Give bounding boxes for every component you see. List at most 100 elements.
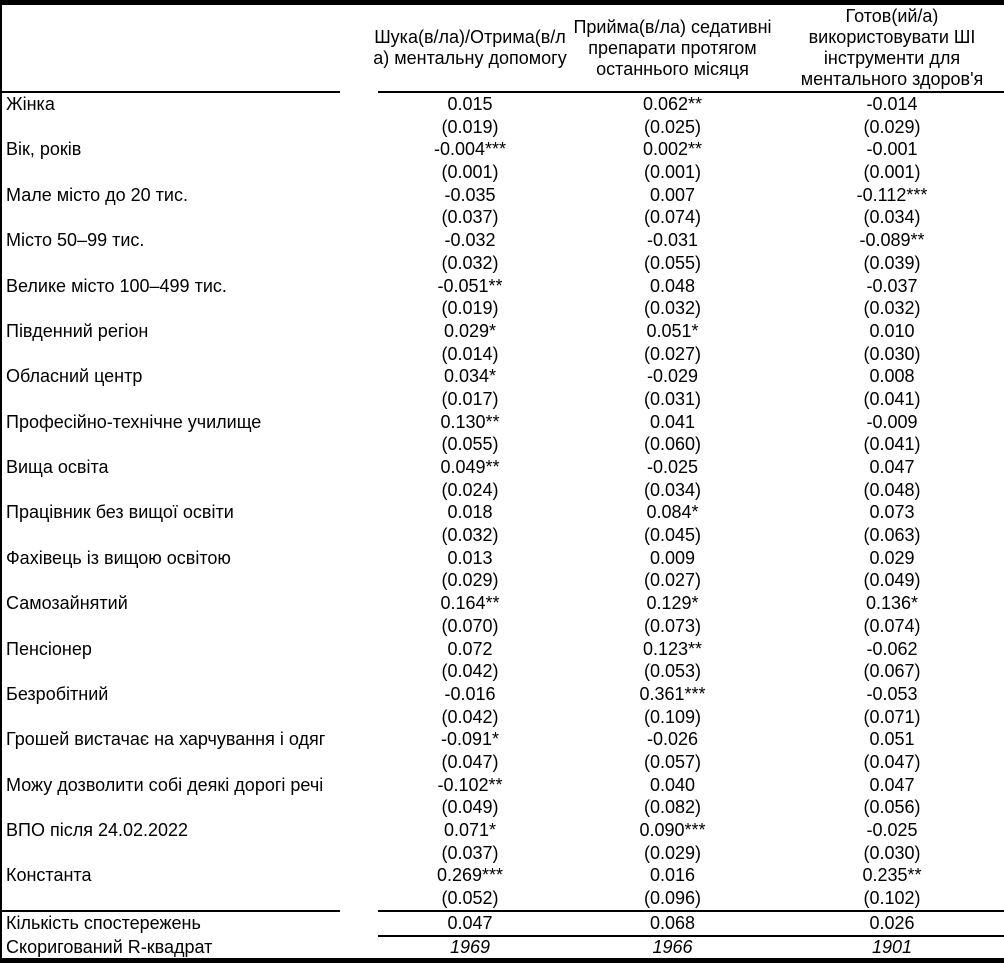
coefficient-value: 0.164** [440,593,500,614]
row-label-spacer [2,706,375,729]
column-header-sedatives: Прийма(в/ла) седативні препарати протяго… [573,16,772,79]
observations-label: Кількість спостережень [6,912,201,933]
coefficient-value: 0.084* [646,502,699,523]
table-row: Професійно-технічне училище 0.130** 0.041 -… [2,411,1004,434]
table-row-se: (0.047) (0.057) (0.047) [2,751,1004,774]
coefficient-value: 0.073 [869,502,915,523]
adjusted-r-squared-value: 1969 [449,936,491,957]
table-body: Жінка 0.015 0.062** -0.014 (0.019) (0.025) (0.… [2,93,1004,910]
table-row-se: (0.014) (0.027) (0.030) [2,343,1004,366]
standard-error: (0.056) [863,797,921,818]
coefficient-value: 0.269*** [436,865,504,886]
coefficient-value: 0.071* [443,820,497,840]
table-row-se: (0.019) (0.032) (0.032) [2,297,1004,320]
row-label: Місто 50–99 тис. [6,230,145,251]
standard-error: (0.041) [863,434,921,455]
standard-error: (0.017) [441,388,499,409]
standard-error: (0.067) [863,661,921,682]
row-label-spacer [2,206,375,229]
coefficient-value: 0.018 [447,502,493,523]
coefficient-value: -0.026 [646,729,699,750]
standard-error: (0.025) [643,116,702,137]
column-header-mental-help: Шука(в/ла)/Отрима(в/л а) ментальну допом… [373,27,567,68]
header-corner-cell [2,5,375,91]
standard-error: (0.063) [863,525,921,546]
coefficient-value: 0.049** [440,457,500,477]
standard-error: (0.055) [441,434,499,455]
table-row-se: (0.070) (0.073) (0.074) [2,615,1004,638]
standard-error: (0.027) [643,343,702,364]
header-underline-right-segment [378,91,1004,93]
standard-error: (0.029) [643,842,702,863]
coefficient-value: -0.102** [437,774,503,795]
row-label: Мале місто до 20 тис. [6,184,188,205]
standard-error: (0.019) [441,116,499,137]
coefficient-value: -0.009 [866,411,918,432]
standard-error: (0.014) [441,343,499,364]
row-label: Професійно-технічне училище [6,411,262,432]
table-header-row: Шука(в/ла)/Отрима(в/л а) ментальну допом… [2,5,1004,91]
coefficient-value: -0.062 [866,638,918,659]
standard-error: (0.048) [863,479,921,500]
table-row: Грошей вистачає на харчування і одяг -0.0… [2,728,1004,751]
row-label-spacer [2,615,375,638]
row-label: Вік, років [6,139,82,160]
coefficient-value: 0.235** [862,865,922,886]
row-label: Безробітний [6,683,109,704]
standard-error: (0.039) [863,252,921,273]
row-label: Південний регіон [6,320,149,341]
column-header-ai-tools: Готов(ий/а) використовувати ШІ інструмен… [800,6,984,89]
row-label: Грошей вистачає на харчування і одяг [6,729,326,750]
coefficient-value: 0.051* [646,320,699,341]
coefficient-value: 0.029 [869,547,915,568]
standard-error: (0.032) [863,298,921,319]
table-row: Самозайнятий 0.164** 0.129* 0.136* [2,592,1004,615]
coefficient-value: 0.007 [649,184,696,205]
coefficient-value: -0.025 [646,457,699,477]
row-label-spacer [2,343,375,366]
standard-error: (0.053) [643,661,702,682]
standard-error: (0.045) [643,525,702,546]
coefficient-value: -0.004*** [433,139,507,160]
standard-error: (0.109) [643,706,702,727]
coefficient-value: 0.016 [649,865,696,886]
observations-row: Кількість спостережень 0.047 0.068 0.026 [2,912,1004,935]
observations-value: 0.047 [447,912,493,933]
coefficient-value: 0.013 [447,547,493,568]
coefficient-value: 0.136* [865,593,919,614]
table-row-se: (0.019) (0.025) (0.029) [2,116,1004,139]
table-row: Безробітний -0.016 0.361*** -0.053 [2,683,1004,706]
row-label: Працівник без вищої освіти [6,502,234,523]
standard-error: (0.029) [441,570,499,591]
standard-error: (0.032) [441,525,499,546]
standard-error: (0.032) [643,298,702,319]
table-row-se: (0.029) (0.027) (0.049) [2,569,1004,592]
row-label-spacer [2,433,375,456]
standard-error: (0.074) [643,207,702,228]
standard-error: (0.049) [863,570,921,591]
row-label-spacer [2,479,375,502]
standard-error: (0.041) [863,388,921,409]
coefficient-value: -0.037 [866,275,918,296]
coefficient-value: -0.016 [444,683,496,704]
row-label: Фахівець із вищою освітою [6,547,231,568]
coefficient-value: 0.047 [869,774,915,795]
standard-error: (0.037) [441,842,499,863]
coefficient-value: 0.041 [649,411,696,432]
standard-error: (0.071) [863,706,921,727]
coefficient-value: 0.040 [649,774,696,795]
footer-inner-separator [2,934,1004,937]
row-label: Обласний центр [6,366,143,387]
table-row: Жінка 0.015 0.062** -0.014 [2,93,1004,116]
row-label: Жінка [6,94,55,114]
standard-error: (0.027) [643,570,702,591]
row-label: Можу дозволити собі деякі дорогі речі [6,774,324,795]
header-underline [2,91,1004,93]
table-row: Місто 50–99 тис. -0.032 -0.031 -0.089** [2,229,1004,252]
coefficient-value: -0.001 [866,139,918,160]
table-row-se: (0.037) (0.029) (0.030) [2,842,1004,865]
coefficient-value: 0.002** [642,139,703,160]
adjusted-r-squared-value: 1901 [871,936,913,957]
standard-error: (0.001) [863,162,921,183]
standard-error: (0.060) [643,434,702,455]
